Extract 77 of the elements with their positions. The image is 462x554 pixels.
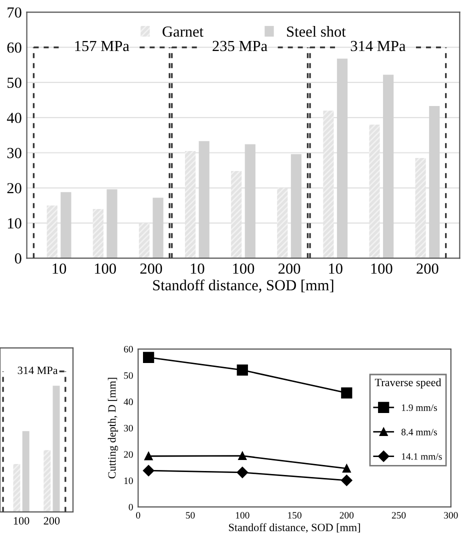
bar — [46, 205, 58, 258]
x-tick-label: 10 — [329, 263, 342, 274]
text: 314 MPa — [18, 366, 58, 374]
bar — [231, 171, 242, 258]
y-tick-label: 30 — [7, 148, 22, 158]
x-tick-label: 150 — [288, 512, 302, 519]
y-tick-label: 0 — [128, 504, 133, 510]
bar — [106, 189, 118, 258]
legend-label: 1.9 mm/s — [402, 404, 437, 411]
y-tick-label: 50 — [8, 78, 22, 88]
x-tick-label: 250 — [392, 512, 406, 519]
y-tick-label: 70 — [8, 7, 22, 18]
x-tick-label: 200 — [340, 512, 354, 519]
x-tick-label: 200 — [140, 263, 162, 274]
point — [144, 452, 153, 460]
bar — [198, 141, 210, 258]
y-tick-label: 40 — [124, 398, 133, 406]
legend-label: 14.1 mm/s — [402, 453, 442, 460]
x-tick-label: 100 — [371, 263, 392, 274]
point — [142, 464, 154, 476]
bar — [277, 188, 288, 258]
y-tick-label: 60 — [124, 346, 133, 352]
point — [238, 452, 247, 460]
y-tick-label: 20 — [7, 183, 22, 194]
x-tick-label: 10 — [52, 263, 66, 274]
bar — [60, 192, 72, 258]
y-tick-label: 0 — [14, 253, 22, 264]
y-tick-label: 10 — [8, 218, 22, 228]
bar — [13, 464, 20, 512]
legend-label: Garnet — [162, 26, 204, 37]
bar — [92, 208, 104, 258]
x-axis-title: Standoff distance, SOD [mm] — [153, 280, 334, 293]
x-tick-label: 10 — [190, 263, 204, 274]
point — [236, 364, 248, 376]
x-tick-label: 100 — [236, 512, 250, 519]
bar — [429, 106, 440, 258]
bar — [336, 58, 348, 258]
x-tick-label: 200 — [44, 517, 60, 525]
bar — [290, 154, 302, 258]
point — [143, 352, 154, 363]
y-axis-title: Cutting depth, D [mm] — [108, 378, 118, 478]
bar — [52, 386, 60, 512]
y-tick-label: 50 — [124, 372, 133, 379]
point — [341, 387, 352, 399]
x-tick-label: 0 — [136, 512, 140, 519]
y-tick-label: 20 — [124, 451, 133, 458]
legend-title: Traverse speed — [374, 378, 442, 388]
y-tick-label: 60 — [7, 42, 22, 53]
point — [236, 466, 248, 478]
point — [341, 474, 352, 486]
x-tick-label: 200 — [416, 263, 438, 274]
bar — [415, 158, 426, 258]
annotation: 157 MPa — [75, 40, 130, 52]
x-tick-label: 100 — [233, 263, 254, 274]
annotation: 235 MPa — [212, 40, 268, 52]
bar — [44, 450, 51, 512]
x-tick-label: 50 — [186, 512, 195, 519]
legend-label: 8.4 mm/s — [401, 428, 437, 436]
y-tick-label: 30 — [124, 424, 133, 432]
x-tick-label: 200 — [278, 263, 300, 274]
x-tick-label: 100 — [94, 263, 116, 274]
y-tick-label: 40 — [6, 112, 22, 124]
x-axis-title: Standoff distance, SOD [mm] — [229, 523, 360, 533]
bar — [22, 431, 30, 512]
bar — [184, 150, 196, 258]
bar — [369, 124, 380, 258]
bar — [244, 144, 256, 258]
annotation: 314 MPa — [350, 40, 406, 52]
point — [342, 464, 351, 473]
legend-label: Steel shot — [287, 26, 346, 37]
bar — [138, 223, 150, 258]
bar — [152, 198, 164, 258]
bar — [383, 74, 394, 258]
bar — [323, 110, 334, 258]
y-tick-label: 10 — [124, 478, 133, 484]
x-tick-label: 100 — [14, 517, 30, 525]
x-tick-label: 300 — [444, 512, 458, 519]
